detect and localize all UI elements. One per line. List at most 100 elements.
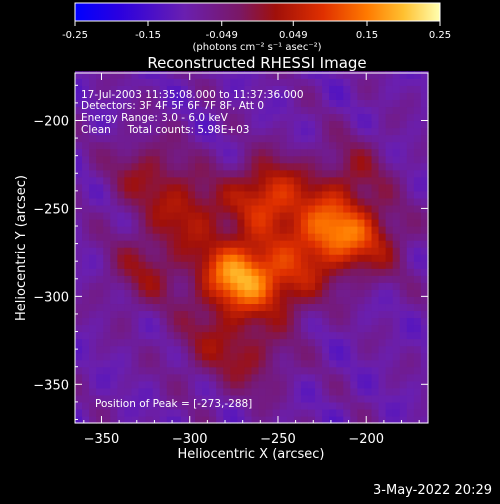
heatmap-cell — [315, 106, 323, 115]
heatmap-cell — [209, 303, 217, 312]
heatmap-cell — [406, 106, 415, 115]
heatmap-cell — [89, 240, 97, 248]
heatmap-cell — [357, 169, 366, 178]
heatmap-cell — [159, 92, 168, 100]
heatmap-cell — [103, 296, 111, 305]
heatmap-cell — [371, 282, 380, 290]
heatmap-cell — [279, 197, 288, 206]
heatmap-cell — [124, 338, 133, 347]
heatmap-cell — [173, 141, 182, 150]
heatmap-cell — [350, 296, 358, 305]
heatmap-cell — [124, 141, 133, 150]
heatmap-cell — [293, 148, 302, 157]
heatmap-cell — [202, 134, 210, 143]
heatmap-cell — [202, 155, 210, 164]
heatmap-cell — [195, 282, 203, 290]
heatmap-cell — [286, 120, 295, 129]
heatmap-cell — [406, 183, 415, 192]
heatmap-cell — [392, 408, 401, 417]
heatmap-cell — [378, 134, 387, 143]
heatmap-cell — [82, 148, 90, 157]
heatmap-cell — [329, 169, 337, 178]
heatmap-cell — [420, 113, 429, 122]
heatmap-cell — [124, 190, 133, 199]
heatmap-cell — [159, 303, 168, 312]
heatmap-cell — [300, 134, 309, 143]
heatmap-cell — [293, 373, 302, 382]
heatmap-cell — [152, 71, 161, 79]
heatmap-cell — [75, 247, 83, 255]
heatmap-cell — [315, 380, 323, 389]
heatmap-cell — [173, 240, 182, 248]
heatmap-cell — [82, 176, 90, 185]
heatmap-cell — [406, 268, 415, 276]
heatmap-cell — [110, 254, 118, 262]
heatmap-cell — [82, 408, 90, 417]
heatmap-cell — [152, 408, 161, 417]
heatmap-cell — [357, 275, 366, 283]
heatmap-cell — [110, 162, 118, 171]
heatmap-cell — [124, 401, 133, 410]
heatmap-cell — [279, 394, 288, 403]
heatmap-cell — [209, 415, 217, 424]
heatmap-cell — [202, 317, 210, 326]
heatmap-cell — [103, 401, 111, 410]
heatmap-cell — [145, 324, 154, 333]
heatmap-cell — [272, 71, 281, 79]
heatmap-cell — [237, 415, 246, 424]
heatmap-cell — [223, 415, 231, 424]
heatmap-cell — [258, 226, 267, 234]
heatmap-cell — [202, 120, 210, 129]
heatmap-cell — [180, 275, 189, 283]
heatmap-cell — [265, 113, 274, 122]
heatmap-cell — [406, 211, 415, 220]
heatmap-cell — [307, 275, 316, 283]
heatmap-cell — [258, 155, 267, 164]
heatmap-cell — [406, 338, 415, 347]
heatmap-cell — [82, 197, 90, 206]
heatmap-cell — [166, 408, 175, 417]
heatmap-cell — [180, 338, 189, 347]
colorbar-tick-label: 0.25 — [429, 30, 451, 41]
heatmap-cell — [293, 71, 302, 79]
heatmap-cell — [117, 211, 126, 220]
heatmap-cell — [315, 240, 323, 248]
heatmap-cell — [202, 218, 210, 227]
heatmap-cell — [223, 106, 231, 115]
heatmap-cell — [315, 338, 323, 347]
heatmap-cell — [329, 352, 337, 361]
heatmap-cell — [251, 176, 260, 185]
heatmap-cell — [300, 380, 309, 389]
heatmap-cell — [265, 92, 274, 100]
heatmap-cell — [180, 380, 189, 389]
heatmap-cell — [82, 141, 90, 150]
heatmap-cell — [187, 324, 196, 333]
heatmap-cell — [230, 317, 238, 326]
heatmap-cell — [420, 120, 429, 129]
heatmap-cell — [124, 162, 133, 171]
heatmap-cell — [124, 233, 133, 241]
heatmap-cell — [413, 387, 422, 396]
heatmap-cell — [413, 204, 422, 213]
heatmap-cell — [82, 183, 90, 192]
heatmap-cell — [124, 211, 133, 220]
heatmap-cell — [265, 317, 274, 326]
heatmap-cell — [258, 218, 267, 227]
heatmap-cell — [173, 99, 182, 108]
heatmap-cell — [385, 127, 394, 136]
heatmap-cell — [286, 282, 295, 290]
heatmap-cell — [187, 415, 196, 424]
heatmap-cell — [216, 134, 224, 143]
heatmap-cell — [413, 415, 422, 424]
heatmap-cell — [364, 71, 373, 79]
heatmap-cell — [103, 338, 111, 347]
heatmap-cell — [385, 85, 394, 93]
heatmap-cell — [336, 261, 344, 269]
heatmap-cell — [350, 408, 358, 417]
y-axis: −200−250−300−350 — [33, 84, 428, 420]
heatmap-cell — [96, 401, 104, 410]
heatmap-cell — [244, 211, 253, 220]
heatmap-cell — [187, 141, 196, 150]
heatmap-cell — [279, 106, 288, 115]
heatmap-cell — [89, 268, 97, 276]
